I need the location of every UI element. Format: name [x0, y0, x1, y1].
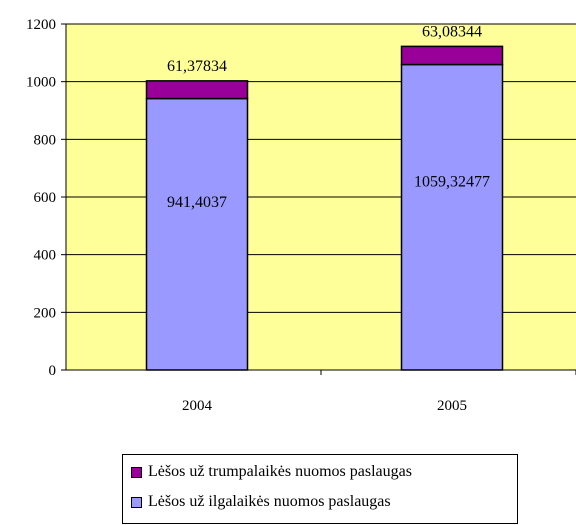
data-label-short-term: 61,37834 [167, 58, 227, 75]
axes [61, 23, 576, 375]
x-tick-label: 2005 [437, 398, 467, 414]
data-label-long-term: 1059,32477 [414, 174, 490, 191]
x-tick-label: 2004 [182, 398, 213, 414]
legend-item-short-term: Lėšos už trumpalaikės nuomos paslaugas [131, 463, 412, 481]
legend-label-short-term: Lėšos už trumpalaikės nuomos paslaugas [148, 463, 412, 480]
bar-segment-long-term [145, 97, 249, 371]
y-tick-label: 400 [34, 248, 57, 264]
y-tick-label: 0 [49, 363, 57, 379]
legend-label-long-term: Lėšos už ilgalaikės nuomos paslaugas [148, 493, 391, 510]
data-label-long-term: 941,4037 [167, 194, 227, 211]
legend-item-long-term: Lėšos už ilgalaikės nuomos paslaugas [131, 493, 391, 511]
y-tick-label: 200 [34, 305, 57, 321]
y-tick-label: 1200 [26, 17, 56, 33]
legend: Lėšos už trumpalaikės nuomos paslaugas L… [122, 454, 518, 524]
legend-swatch-short-term [131, 466, 142, 478]
bar-segment-long-term [400, 63, 504, 371]
stacked-bar-chart: 0 200 400 600 800 1000 1200 941,4037 61,37834 200… [26, 17, 576, 414]
bar-segment-short-term [400, 45, 504, 66]
bars [145, 45, 504, 371]
y-tick-label: 1000 [26, 75, 56, 91]
labels: 0 200 400 600 800 1000 1200 941,4037 61,37834 200… [26, 17, 490, 414]
legend-swatch-long-term [131, 496, 142, 508]
y-tick-label: 800 [34, 132, 57, 148]
bar-segment-short-term [145, 80, 249, 100]
data-label-short-term: 63,08344 [422, 23, 482, 40]
y-tick-label: 600 [34, 190, 57, 206]
